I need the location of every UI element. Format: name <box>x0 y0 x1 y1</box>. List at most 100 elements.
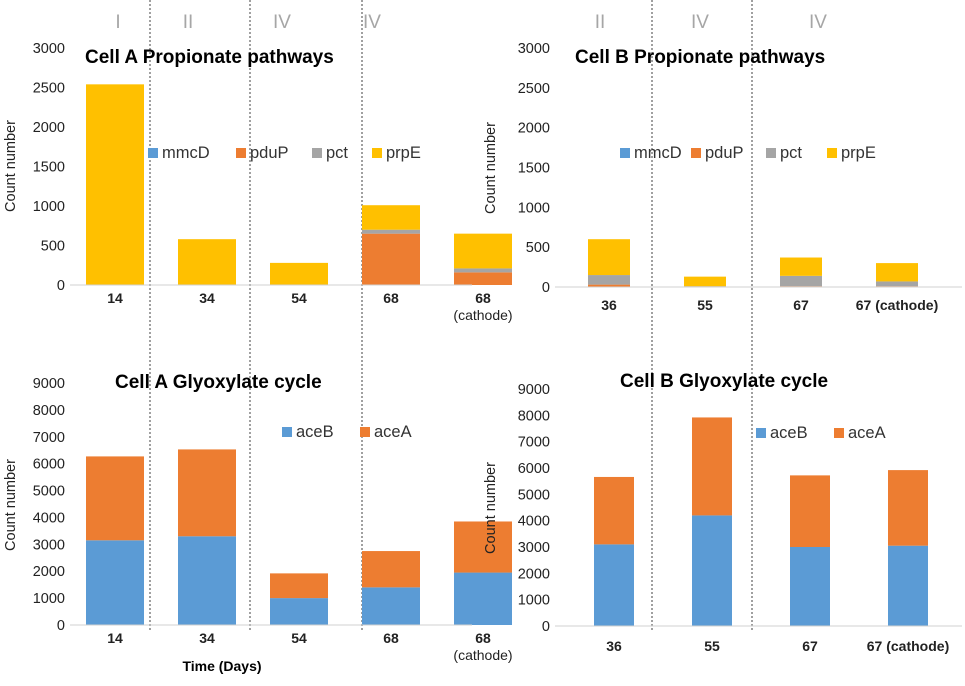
bar-prpE <box>780 257 822 276</box>
y-tick-label: 1000 <box>518 200 550 216</box>
x-tick-label-part: 14 <box>107 290 123 306</box>
bar-prpE <box>86 84 144 285</box>
bar-aceB <box>454 572 512 625</box>
bar-aceA <box>692 417 732 516</box>
bar-aceB <box>86 540 144 625</box>
bar-aceB <box>270 598 328 625</box>
x-tick-label-part: 67 (cathode) <box>856 297 938 313</box>
x-tick-label: 55 <box>704 638 720 654</box>
legend-label-pduP: pduP <box>705 144 744 162</box>
x-tick-label-part: 34 <box>199 630 215 646</box>
y-tick-label: 500 <box>526 240 550 256</box>
y-axis-label: Count number <box>483 462 499 554</box>
legend-swatch-prpE <box>827 148 837 158</box>
bar-prpE <box>454 233 512 269</box>
x-tick-label-part: (cathode) <box>453 307 512 323</box>
y-tick-label: 4000 <box>518 514 550 530</box>
bar-pduP <box>588 284 630 287</box>
legend-label-mmcD: mmcD <box>634 144 682 162</box>
chart-cellB-gly: 0 1000 2000 3000 4000 5000 6000 7000 8000 9000 Cou… <box>483 371 962 654</box>
bar-pduP <box>454 272 512 285</box>
y-axis-label: Count number <box>3 120 19 212</box>
y-tick-label: 2000 <box>33 120 65 136</box>
bar-aceA <box>270 573 328 599</box>
legend-swatch-pct <box>312 148 322 158</box>
x-tick-label: 67 <box>802 638 818 654</box>
x-tick-label: 67 (cathode) <box>856 297 938 313</box>
bar-prpE <box>362 205 420 230</box>
legend-label-aceA: aceA <box>374 423 412 441</box>
y-tick-label: 6000 <box>518 461 550 477</box>
y-tick-label: 2500 <box>33 81 65 97</box>
x-tick-label: 68 (cathode) <box>453 290 512 323</box>
x-tick-label: 67 <box>793 297 809 313</box>
y-tick-label: 7000 <box>33 430 65 446</box>
x-tick-label-part: 68 <box>383 630 399 646</box>
x-tick-label-part: 67 <box>793 297 809 313</box>
x-tick-label: 54 <box>291 290 307 306</box>
x-tick-label: 14 <box>107 290 123 306</box>
phase-label: IV <box>273 12 291 33</box>
x-tick-label: 68 <box>383 630 399 646</box>
legend-label-prpE: prpE <box>386 144 421 162</box>
y-tick-label: 1000 <box>518 593 550 609</box>
y-axis-label: Count number <box>3 459 19 551</box>
bar-aceA <box>454 521 512 573</box>
x-tick-label-part: 55 <box>697 297 713 313</box>
bar-aceA <box>362 551 420 588</box>
y-tick-label: 0 <box>542 619 550 635</box>
bar-aceB <box>888 545 928 626</box>
x-tick-label: 34 <box>199 630 215 646</box>
bar-aceB <box>362 587 420 625</box>
bar-prpE <box>588 239 630 276</box>
legend-label-prpE: prpE <box>841 144 876 162</box>
phase-label: IV <box>363 12 381 33</box>
phase-label: II <box>595 12 606 33</box>
y-tick-label: 0 <box>542 280 550 296</box>
bar-aceA <box>178 449 236 537</box>
phase-label: IV <box>691 12 709 33</box>
y-tick-label: 4000 <box>33 510 65 526</box>
y-tick-label: 0 <box>57 278 65 294</box>
bar-aceB <box>178 536 236 625</box>
bar-pct <box>588 275 630 285</box>
y-tick-label: 7000 <box>518 435 550 451</box>
bar-aceB <box>692 515 732 626</box>
y-tick-label: 1500 <box>33 160 65 176</box>
bar-aceA <box>790 475 830 547</box>
x-tick-label: 34 <box>199 290 215 306</box>
x-tick-label: 54 <box>291 630 307 646</box>
x-tick-label-part: 67 <box>802 638 818 654</box>
x-tick-label-part: 54 <box>291 290 307 306</box>
x-tick-label-part: 68 <box>475 630 491 646</box>
x-tick-label-part: 34 <box>199 290 215 306</box>
legend-label-aceB: aceB <box>770 424 808 442</box>
legend-label-aceB: aceB <box>296 423 334 441</box>
x-tick-label: 55 <box>697 297 713 313</box>
x-tick-label-part: 67 (cathode) <box>867 638 949 654</box>
y-tick-label: 6000 <box>33 457 65 473</box>
y-tick-label: 5000 <box>33 484 65 500</box>
y-tick-label: 3000 <box>33 537 65 553</box>
legend-label-pct: pct <box>780 144 802 162</box>
x-tick-label-part: 55 <box>704 638 720 654</box>
chart-title: Cell B Glyoxylate cycle <box>620 371 828 392</box>
y-tick-label: 9000 <box>33 376 65 392</box>
legend-label-pct: pct <box>326 144 348 162</box>
chart-cellA-gly: 0 1000 2000 3000 4000 5000 6000 7000 8000 9000 Cou… <box>3 372 513 674</box>
legend-swatch-pduP <box>691 148 701 158</box>
y-tick-label: 3000 <box>518 41 550 57</box>
legend-swatch-pduP <box>236 148 246 158</box>
x-tick-label: 68 <box>383 290 399 306</box>
bar-prpE <box>684 276 726 287</box>
y-tick-label: 3000 <box>33 41 65 57</box>
y-axis-label: Count number <box>483 122 499 214</box>
y-tick-label: 1000 <box>33 591 65 607</box>
bar-pct <box>876 281 918 287</box>
y-tick-label: 2500 <box>518 81 550 97</box>
y-tick-label: 5000 <box>518 487 550 503</box>
legend-swatch-aceB <box>756 428 766 438</box>
chart-cellB-prop: II IV IV 0 500 1000 1500 2000 2500 3000 Count numb… <box>483 12 962 313</box>
x-tick-label: 36 <box>601 297 617 313</box>
